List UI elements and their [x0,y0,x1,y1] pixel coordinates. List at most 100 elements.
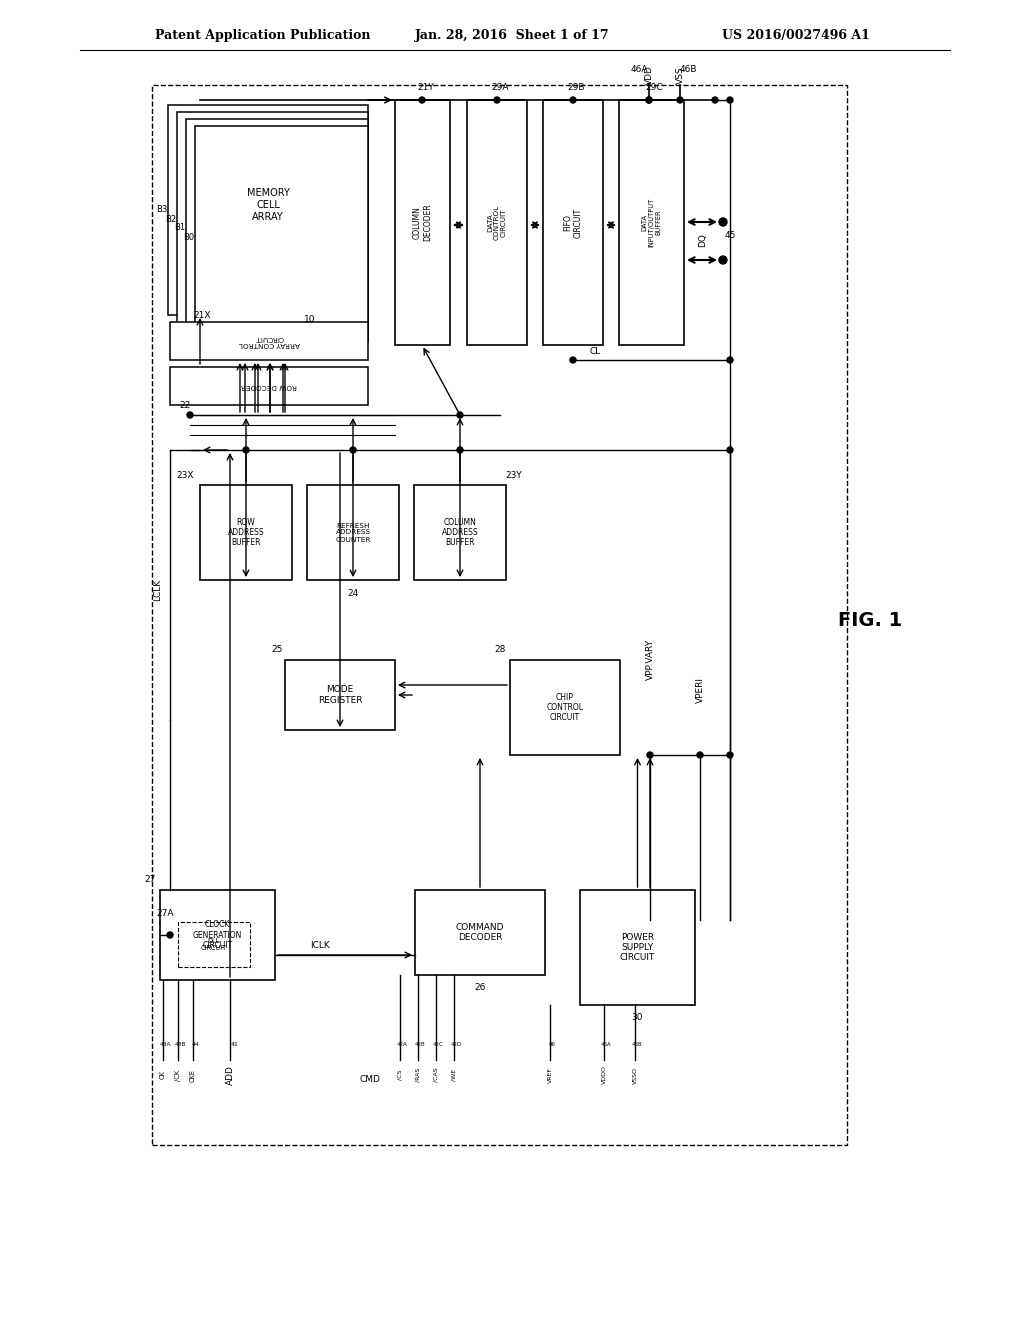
Bar [395,100,450,345]
Circle shape [350,447,356,453]
Bar [543,100,603,345]
Text: 10: 10 [304,315,315,325]
Circle shape [647,752,653,758]
Text: LCLK: LCLK [154,579,163,601]
Text: B0: B0 [183,232,195,242]
Text: 46A: 46A [630,66,648,74]
Text: COLUMN
ADDRESS
BUFFER: COLUMN ADDRESS BUFFER [441,517,478,548]
Text: 29A: 29A [492,83,509,92]
Text: REFRESH
ADDRESS
COUNTER: REFRESH ADDRESS COUNTER [335,523,371,543]
Text: FIFO
CIRCUIT: FIFO CIRCUIT [563,207,583,238]
Text: 42D: 42D [451,1043,462,1048]
Text: DQ: DQ [698,234,708,247]
Text: 41: 41 [231,1043,239,1048]
Text: US 2016/0027496 A1: US 2016/0027496 A1 [722,29,870,41]
Bar [415,890,545,975]
Circle shape [719,218,727,226]
Text: ROW
ADDRESS
BUFFER: ROW ADDRESS BUFFER [227,517,264,548]
Text: VPP.VARY: VPP.VARY [645,639,654,681]
Bar [170,322,368,360]
Circle shape [677,96,683,103]
Bar [177,112,368,323]
Text: B2: B2 [166,214,176,223]
Text: 43A: 43A [160,1043,171,1048]
Text: VPERI: VPERI [695,677,705,704]
Text: /CK: /CK [175,1069,181,1081]
Bar [186,119,368,333]
Bar [200,484,292,579]
Text: ICLK: ICLK [310,940,330,949]
Text: 23X: 23X [176,470,194,479]
Bar [510,660,620,755]
Text: 42C: 42C [432,1043,443,1048]
Text: CL: CL [590,347,601,356]
Text: 29B: 29B [567,83,585,92]
Text: /RAS: /RAS [416,1068,421,1082]
Bar [152,84,847,1144]
Text: 44: 44 [191,1043,199,1048]
Bar [618,100,684,345]
Text: DATA
CONTROL
CIRCUIT: DATA CONTROL CIRCUIT [487,205,507,240]
Circle shape [646,96,652,103]
Text: B1: B1 [174,223,185,232]
Text: 27A: 27A [157,909,174,919]
Circle shape [167,932,173,939]
Text: FIG. 1: FIG. 1 [838,610,902,630]
Bar [467,100,527,345]
Text: DLL
CIRCUIT: DLL CIRCUIT [201,939,227,950]
Text: COLUMN
DECODER: COLUMN DECODER [413,203,432,242]
Text: VREF: VREF [548,1067,553,1082]
Text: VSS: VSS [676,66,684,83]
Text: 46B: 46B [679,66,696,74]
Text: ROW DECODER: ROW DECODER [241,383,297,389]
Circle shape [727,96,733,103]
Text: 21X: 21X [194,310,211,319]
Text: 24: 24 [347,589,358,598]
Text: B3: B3 [157,206,168,214]
Bar [414,484,506,579]
Circle shape [457,447,463,453]
Text: POWER
SUPPLY
CIRCUIT: POWER SUPPLY CIRCUIT [620,933,655,962]
Circle shape [727,447,733,453]
Bar [160,890,275,979]
Text: VDDO: VDDO [601,1065,606,1085]
Text: 45: 45 [724,231,735,239]
Circle shape [646,96,652,103]
Circle shape [570,356,575,363]
Circle shape [697,752,703,758]
Text: MEMORY
CELL
ARRAY: MEMORY CELL ARRAY [247,189,290,222]
Text: 23Y: 23Y [506,470,522,479]
Text: VDD: VDD [644,65,653,84]
Circle shape [494,96,500,103]
Text: Patent Application Publication: Patent Application Publication [155,29,371,41]
Text: CMD: CMD [359,1076,381,1085]
Text: CLOCK
GENERATION
CIRCUIT: CLOCK GENERATION CIRCUIT [193,920,243,950]
Text: COMMAND
DECODER: COMMAND DECODER [456,923,504,942]
Circle shape [727,356,733,363]
Text: 46B: 46B [632,1043,642,1048]
Bar [168,106,368,315]
Text: 42A: 42A [396,1043,408,1048]
Bar [195,125,368,342]
Text: /CS: /CS [397,1069,402,1080]
Text: VSSO: VSSO [633,1067,638,1084]
Text: 46: 46 [549,1043,555,1048]
Circle shape [419,96,425,103]
Text: 27: 27 [144,875,156,884]
Bar [170,367,368,405]
Text: Jan. 28, 2016  Sheet 1 of 17: Jan. 28, 2016 Sheet 1 of 17 [415,29,609,41]
Text: ADD: ADD [225,1065,234,1085]
Text: 21Y: 21Y [417,83,434,92]
Text: 28: 28 [495,645,506,655]
Text: /CAS: /CAS [433,1068,438,1082]
Text: CHIP
CONTROL
CIRCUIT: CHIP CONTROL CIRCUIT [547,693,584,722]
Bar [285,660,395,730]
Text: CKE: CKE [190,1068,196,1081]
Bar [580,890,695,1005]
Text: CK: CK [160,1071,166,1080]
Text: /WE: /WE [452,1069,457,1081]
Text: 29C: 29C [646,83,664,92]
Circle shape [719,256,727,264]
Circle shape [243,447,249,453]
Text: 30: 30 [632,1014,643,1023]
